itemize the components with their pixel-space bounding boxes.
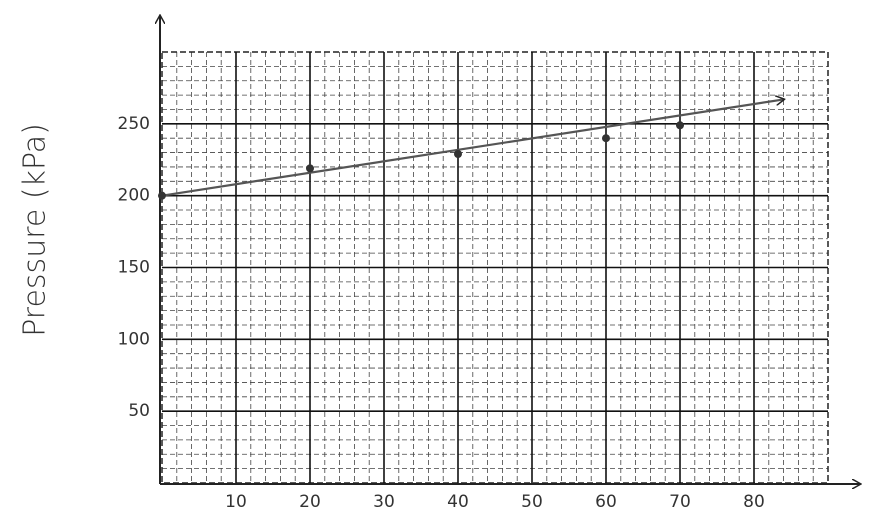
trend-line	[161, 99, 784, 197]
data-point	[602, 134, 610, 143]
y-axis-label: Pressure (kPa)	[18, 123, 53, 337]
data-point	[306, 164, 314, 173]
grid-border	[161, 51, 829, 484]
y-tick-label: 250	[118, 114, 150, 134]
x-tick-label: 10	[225, 492, 247, 512]
x-tick-label: 40	[447, 492, 469, 512]
y-tick-label: 200	[118, 186, 150, 206]
grid	[161, 51, 829, 484]
x-tick-label: 20	[299, 492, 321, 512]
x-tick-label: 50	[521, 492, 543, 512]
x-tick-label: 70	[669, 492, 691, 512]
data-point	[676, 121, 684, 130]
data-point	[158, 191, 166, 200]
x-tick-label: 80	[743, 492, 765, 512]
y-tick-label: 50	[128, 401, 150, 421]
y-tick-label: 100	[118, 329, 150, 349]
y-tick-label: 150	[118, 258, 150, 278]
x-tick-label: 30	[373, 492, 395, 512]
data-point	[454, 150, 462, 159]
x-tick-label: 60	[595, 492, 617, 512]
